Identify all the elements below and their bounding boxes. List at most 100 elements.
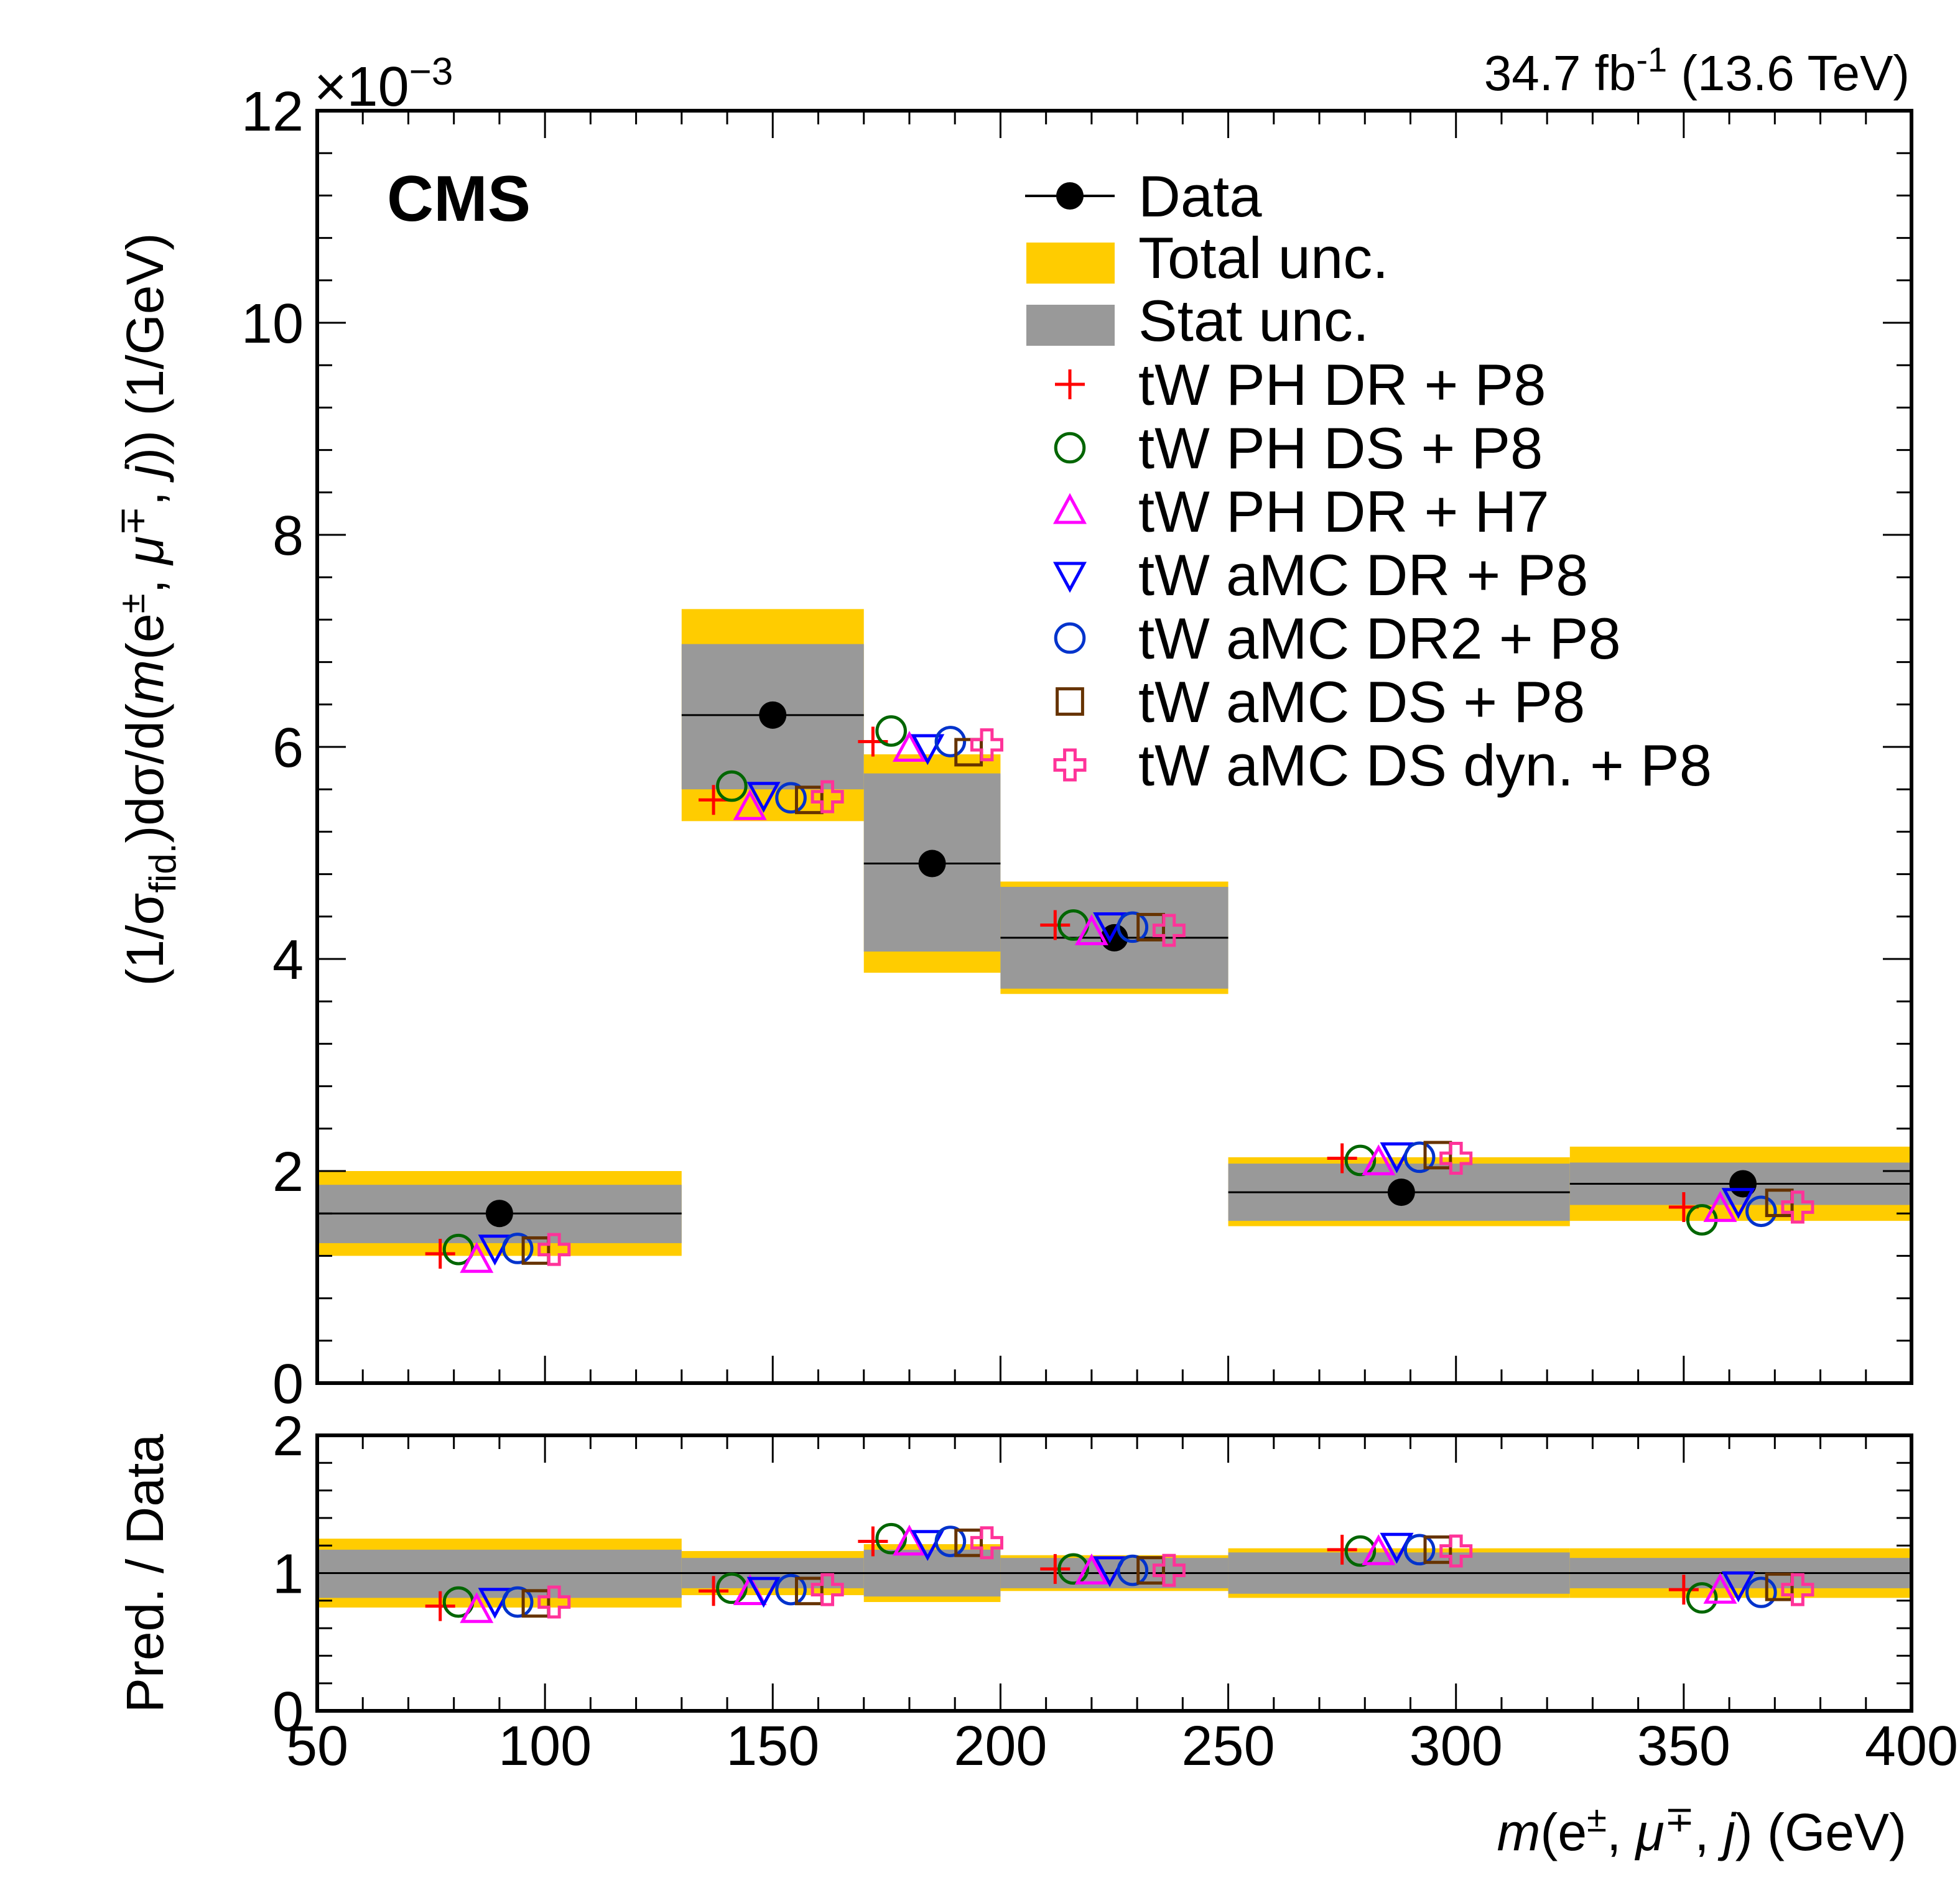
ratio-prediction-point [746,1577,781,1608]
legend-series-marker [1052,562,1087,593]
legend-series-marker [1052,493,1087,524]
prediction-point [699,785,729,815]
ratio-prediction-point [460,1592,494,1623]
legend-entry-series: tW aMC DS dyn. + P8 [1053,733,1712,798]
y-tick-label: 12 [241,81,304,143]
legend-series-label: tW PH DR + P8 [1138,352,1546,417]
prediction-point [1781,1190,1814,1224]
legend-series-marker [1053,748,1087,782]
data-point [1387,1178,1415,1206]
x-tick-label: 350 [1637,1715,1730,1777]
legend-series-label: tW PH DS + P8 [1138,415,1543,481]
x-tick-label: 200 [954,1715,1047,1777]
prediction-point [1327,1143,1357,1174]
prediction-point [794,785,824,815]
ratio-prediction-point [934,1526,967,1557]
x-axis-title: m(e±, μ∓, j) (GeV) [1497,1799,1907,1861]
ratio-prediction-point [1403,1534,1436,1566]
ratio-prediction-point [699,1576,729,1606]
x-tick-label: 150 [726,1715,819,1777]
ratio-prediction-point [1781,1573,1814,1606]
ratio-prediction-point [1721,1571,1755,1603]
ratio-prediction-point [1362,1534,1396,1565]
ratio-prediction-point [425,1591,455,1621]
ratio-prediction-point [1686,1582,1718,1614]
y-tick-label: 6 [272,717,304,779]
prediction-point [1362,1144,1396,1175]
legend-entry-series: tW aMC DR + P8 [1052,542,1588,608]
ratio-prediction-point [775,1573,807,1606]
legend-series-label: tW aMC DS + P8 [1138,669,1585,734]
data-point [1729,1170,1757,1198]
prediction-point [733,789,767,820]
legend-series-label: tW aMC DR + P8 [1138,542,1588,608]
legend-stat-unc-swatch [1026,305,1115,346]
ratio-prediction-point [1040,1554,1071,1584]
prediction-point [934,726,967,757]
y-tick-label: 10 [241,293,304,355]
luminosity-label: 34.7 fb-1 (13.6 TeV) [1484,40,1910,101]
prediction-point [1703,1191,1737,1222]
ratio-y-tick-label: 0 [272,1681,304,1743]
legend-label-data: Data [1138,164,1262,229]
ratio-y-tick-label: 2 [272,1405,304,1468]
prediction-point [1439,1142,1473,1175]
ratio-prediction-point [1745,1577,1777,1608]
prediction-point [1423,1141,1452,1170]
x-axis-tick-labels: 50 100 150 200 250 300 350 400 [286,1715,1958,1777]
ratio-prediction-point [911,1530,945,1562]
y-axis-tick-labels-ratio: 0 1 2 [272,1405,304,1743]
prediction-point [1117,911,1149,943]
ratio-prediction-point [1423,1535,1452,1564]
prediction-point [1074,914,1108,945]
legend-entry-series: tW PH DR + P8 [1055,352,1546,417]
legend-entry-series: tW PH DR + H7 [1052,479,1549,544]
prediction-point [521,1236,550,1265]
prediction-point [810,780,844,813]
legend-label-total-unc: Total unc. [1138,225,1388,290]
ratio-panel-predictions [425,1522,1814,1623]
ratio-prediction-point [1152,1554,1186,1587]
prediction-point [716,770,748,802]
ratio-prediction-point [970,1526,1003,1560]
prediction-point [1344,1144,1377,1177]
legend-entry-data: Data [1025,164,1262,229]
x-tick-label: 50 [286,1715,348,1777]
y-axis-title-main: (1/σfid.)dσ/d(m(e±, μ∓, j)) (1/GeV) [112,233,183,986]
ratio-prediction-point [1439,1534,1473,1568]
ratio-prediction-point [892,1524,926,1556]
legend-series-marker [1055,369,1085,399]
legend-series-label: tW aMC DR2 + P8 [1138,606,1621,671]
legend-series-marker [1054,622,1086,654]
ratio-prediction-point [1327,1534,1357,1565]
legend-series-marker [1054,432,1086,464]
prediction-point [1152,914,1186,947]
ratio-prediction-point [1765,1572,1794,1601]
prediction-point [970,728,1003,762]
ratio-prediction-point [1057,1553,1089,1585]
ratio-prediction-point [1136,1556,1165,1585]
prediction-point [911,734,945,766]
data-point [918,850,946,877]
ratio-prediction-point [1344,1535,1377,1567]
ratio-prediction-point [1380,1532,1414,1564]
ratio-prediction-point [875,1522,907,1555]
legend-entry-stat-unc: Stat unc. [1026,288,1369,353]
ratio-prediction-point [810,1573,844,1606]
ratio-prediction-point [1703,1573,1737,1604]
x-tick-label: 400 [1865,1715,1958,1777]
prediction-point [537,1233,571,1266]
prediction-point [425,1238,455,1269]
legend-series-label: tW aMC DS dyn. + P8 [1138,733,1712,798]
y-axis-title-ratio: Pred. / Data [116,1434,174,1713]
y-tick-label: 2 [272,1141,304,1203]
x-tick-label: 250 [1181,1715,1275,1777]
prediction-point [892,731,926,762]
ratio-prediction-point [537,1585,571,1619]
y-axis-tick-labels-main: 0 2 4 6 8 10 12 [241,81,304,1415]
legend-series-label: tW PH DR + H7 [1138,479,1549,544]
prediction-point [1745,1195,1777,1228]
prediction-point [775,782,807,814]
